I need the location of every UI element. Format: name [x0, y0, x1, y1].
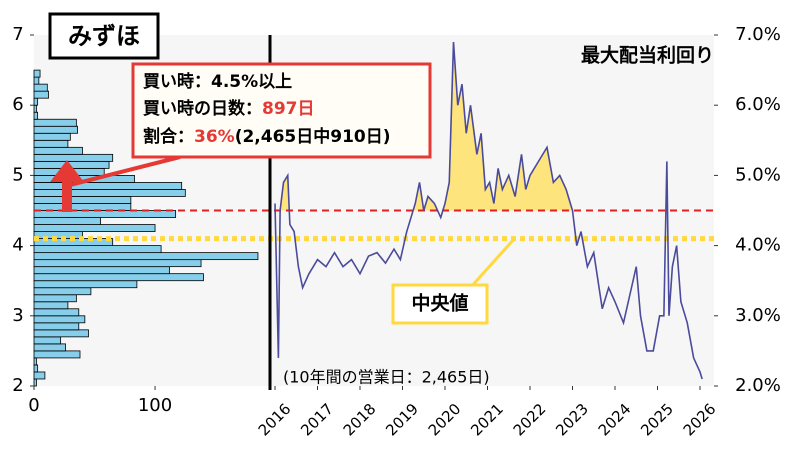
annotation-value: 897日 — [262, 99, 315, 119]
histogram-bar — [33, 371, 46, 380]
x-tick-label: 2024 — [595, 400, 635, 440]
histogram-bar — [33, 97, 39, 106]
histogram-bar — [33, 252, 259, 261]
x-tick-label: 2026 — [680, 400, 720, 440]
histogram-bar — [33, 259, 202, 268]
y-tick-label: 7 — [12, 24, 23, 45]
x-tick-label: 100 — [138, 395, 172, 416]
histogram-bar — [33, 287, 92, 296]
histogram-bar — [33, 69, 41, 78]
histogram-bar — [33, 76, 40, 85]
histogram-bar — [33, 118, 77, 127]
histogram-bar — [33, 336, 62, 345]
histogram-bar — [33, 301, 69, 310]
histogram-bar — [33, 104, 37, 113]
histogram-bar — [33, 364, 39, 373]
histogram-bar — [33, 280, 138, 289]
histogram-bar — [33, 343, 66, 352]
histogram-bar — [33, 294, 77, 303]
annotation: 割合：36%(2,465日中910日) — [143, 126, 391, 147]
annotation: 買い時の日数：897日 — [143, 98, 315, 119]
histogram-bar — [33, 378, 37, 387]
histogram-bar — [33, 132, 71, 141]
y-tick-label: 3.0% — [735, 305, 781, 326]
x-tick-label: 2018 — [340, 400, 380, 440]
median-box — [391, 283, 489, 325]
up-arrow — [50, 160, 84, 212]
badge: みずほ — [68, 22, 140, 50]
x-tick-label: 2023 — [552, 400, 592, 440]
line-series — [274, 41, 703, 380]
annotation: 買い時：4.5%以上 — [143, 71, 292, 92]
annotation-box — [131, 62, 432, 159]
histogram-bar — [33, 217, 101, 225]
x-tick-label: 2016 — [255, 400, 295, 440]
y-tick-label: 6 — [12, 94, 23, 115]
histogram-bar — [33, 210, 177, 218]
histogram-bar — [33, 315, 86, 324]
y-tick-label: 4 — [12, 235, 23, 256]
histogram-bar — [33, 231, 83, 239]
note: (10年間の営業日：2,465日) — [283, 368, 490, 387]
annotation-label: 割合： — [143, 126, 194, 147]
y-tick-label: 2.0% — [735, 375, 781, 396]
histogram-bar — [33, 273, 204, 282]
y-tick-label: 2 — [12, 375, 23, 396]
y-tick-label: 6.0% — [735, 94, 781, 115]
histogram-bar — [33, 146, 83, 155]
y-tick-label: 5 — [12, 164, 23, 185]
x-tick-label: 2017 — [297, 400, 337, 440]
histogram-bar — [33, 182, 183, 190]
connector — [468, 236, 517, 290]
annotation-label: 買い時の日数： — [143, 98, 262, 119]
histogram-bar — [33, 357, 37, 366]
chart-title: 最大配当利回り — [581, 44, 714, 67]
histogram-bar — [33, 139, 69, 148]
histogram-bar — [33, 153, 114, 162]
histogram-bar — [33, 83, 48, 92]
histogram-bar — [33, 203, 132, 211]
histogram-bar — [33, 322, 80, 331]
histogram-bar — [33, 308, 80, 317]
connector — [69, 155, 181, 187]
histogram-bar — [33, 224, 156, 232]
histogram-bar — [33, 90, 49, 99]
x-tick-label: 2019 — [382, 400, 422, 440]
x-tick-label: 0 — [28, 395, 39, 416]
annotation-value: 36% — [194, 127, 235, 147]
histogram-bar — [33, 125, 78, 134]
median-label: 中央値 — [411, 292, 468, 315]
histogram-bar — [33, 266, 170, 275]
x-tick-label: 2022 — [510, 400, 550, 440]
y-tick-label: 4.0% — [735, 235, 781, 256]
histogram-bar — [33, 189, 186, 197]
x-tick-label: 2025 — [637, 400, 677, 440]
histogram-bar — [33, 245, 162, 254]
y-tick-label: 5.0% — [735, 164, 781, 185]
histogram-bar — [33, 329, 89, 338]
histogram-bar — [33, 196, 132, 204]
y-tick-label: 7.0% — [735, 24, 781, 45]
y-tick-label: 3 — [12, 305, 23, 326]
badge-box — [48, 12, 160, 60]
x-tick-label: 2021 — [467, 400, 507, 440]
x-tick-label: 2020 — [425, 400, 465, 440]
histogram-bar — [33, 111, 39, 120]
annotation-detail: (2,465日中910日) — [235, 126, 391, 147]
histogram-bar — [33, 350, 81, 359]
